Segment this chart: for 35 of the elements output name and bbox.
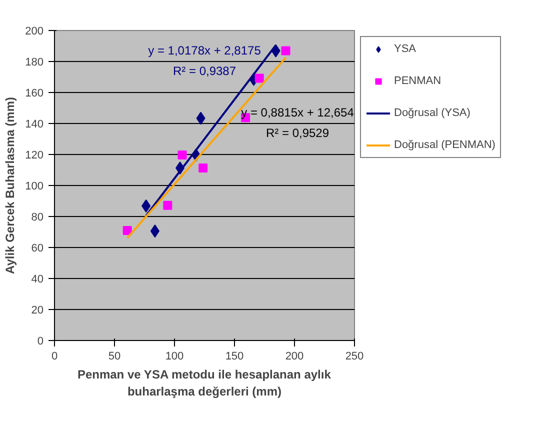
y-tick-label: 40 xyxy=(31,274,44,286)
point xyxy=(163,200,172,210)
y-tick-label: 200 xyxy=(25,26,44,38)
x-axis-title: Penman ve YSA metodu ile hesaplanan aylık buharlaşma değerleri (mm) xyxy=(77,368,332,398)
annotation: R² = 0,9529 xyxy=(266,126,330,140)
y-tick-label: 20 xyxy=(31,304,44,316)
point xyxy=(281,46,290,56)
y-tick-label: 160 xyxy=(25,88,44,100)
y-tick-label: 100 xyxy=(25,180,44,192)
x-tick-label: 50 xyxy=(108,350,121,362)
x-tick-label: 200 xyxy=(285,350,304,362)
point xyxy=(196,112,206,125)
x-tick-label: 150 xyxy=(225,350,244,362)
y-axis-title: Aylik Gercek Buharlasma (mm) xyxy=(3,97,18,274)
point xyxy=(122,226,132,235)
y-tick-label: 0 xyxy=(37,336,44,348)
y-tick-label: 140 xyxy=(25,118,44,130)
legend-label: PENMAN xyxy=(394,75,442,87)
x-tick-label: 0 xyxy=(51,350,58,362)
y-tick-label: 120 xyxy=(25,150,44,162)
point xyxy=(254,74,264,83)
annotation: R² = 0,9387 xyxy=(172,64,236,78)
point xyxy=(142,199,151,212)
legend-label: Doğrusal (PENMAN) xyxy=(394,139,496,151)
legend-label: Doğrusal (YSA) xyxy=(394,107,470,119)
point xyxy=(178,150,187,160)
legend-label: YSA xyxy=(394,43,416,55)
y-tick-label: 60 xyxy=(31,242,44,254)
point xyxy=(198,163,208,172)
x-tick-label: 250 xyxy=(345,350,364,362)
x-tick-label: 100 xyxy=(165,350,184,362)
annotation: y = 1,0178x + 2,8175 xyxy=(148,44,262,58)
y-tick-label: 80 xyxy=(31,212,44,224)
y-tick-label: 180 xyxy=(25,56,44,68)
point xyxy=(150,224,160,238)
